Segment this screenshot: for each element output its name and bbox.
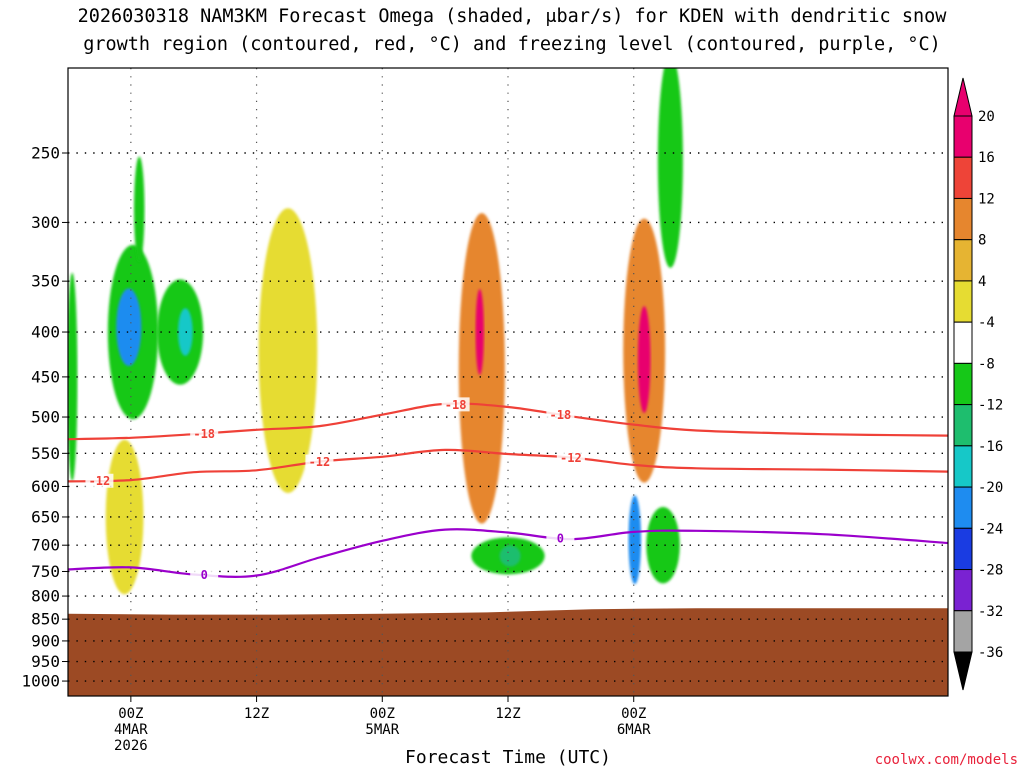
colorbar-box-11 bbox=[953, 569, 973, 612]
ytick-label-300: 300 bbox=[31, 213, 60, 232]
ytick-label-350: 350 bbox=[31, 272, 60, 291]
omega-region-blue-4mar-04z bbox=[178, 308, 193, 356]
x-axis-title: Forecast Time (UTC) bbox=[405, 747, 611, 768]
credit-text: coolwx.com/models bbox=[875, 752, 1018, 768]
contour-label-bg-minus-12-0 bbox=[85, 473, 114, 488]
ytick-label-950: 950 bbox=[31, 652, 60, 671]
contour-label-bg-minus-18-2 bbox=[546, 407, 575, 422]
colorbar-label-2: 12 bbox=[978, 191, 995, 207]
y-axis-pressure: 250 300 350 400 450 500 550 600 650 700 750 800 850 9… bbox=[21, 143, 68, 691]
colorbar-box-1 bbox=[953, 156, 973, 199]
omega-region-yellow-4mar-23z bbox=[105, 439, 144, 595]
colorbar-box-8 bbox=[953, 445, 973, 488]
terrain-ground-fill bbox=[68, 608, 948, 696]
xtick-label-6-0: 00Z bbox=[118, 706, 143, 722]
omega-region-magenta-6mar-01z bbox=[637, 306, 651, 414]
ytick-label-450: 450 bbox=[31, 367, 60, 386]
omega-region-blue-6mar-00z-low bbox=[628, 495, 642, 585]
omega-region-green-4mar-00z-top bbox=[134, 156, 145, 263]
colorbar-under-arrow bbox=[953, 651, 973, 691]
contour-label-zero-deg-0: 0 bbox=[201, 568, 208, 582]
colorbar-label-11: -28 bbox=[978, 563, 1003, 579]
contour-label-bg-zero-deg-0 bbox=[190, 567, 219, 582]
colorbar-label-5: -4 bbox=[978, 315, 995, 331]
xtick-label-6-1: 4MAR bbox=[114, 722, 148, 738]
chart-title-line-1: 2026030318 NAM3KM Forecast Omega (shaded… bbox=[78, 6, 948, 27]
colorbar-box-9 bbox=[953, 486, 973, 529]
colorbar-box-4 bbox=[953, 280, 973, 323]
omega-region-teal-5mar-12z bbox=[499, 545, 521, 567]
omega-shading-layer bbox=[68, 68, 683, 595]
contour-label-minus-12-0: -12 bbox=[89, 474, 111, 488]
colorbar: 20 16 12 8 4 -4 -8 -12 -16 -20 -24 -28 -32 -36 bbox=[953, 77, 1003, 691]
omega-region-green-left-edge bbox=[68, 272, 78, 481]
ytick-label-600: 600 bbox=[31, 477, 60, 496]
contour-label-minus-18-2: -18 bbox=[550, 408, 572, 422]
contour-label-minus-12-2: -12 bbox=[560, 451, 582, 465]
colorbar-box-5 bbox=[953, 321, 973, 364]
xtick-label-54-1: 6MAR bbox=[617, 722, 651, 738]
contour-label-bg-minus-18-1 bbox=[441, 397, 470, 412]
chart-title-line-2: growth region (contoured, red, °C) and f… bbox=[83, 34, 941, 55]
colorbar-box-0 bbox=[953, 115, 973, 158]
plot-area-background bbox=[68, 68, 948, 696]
ytick-label-850: 850 bbox=[31, 610, 60, 629]
colorbar-box-2 bbox=[953, 197, 973, 241]
colorbar-over-arrow bbox=[953, 77, 973, 117]
colorbar-label-3: 8 bbox=[978, 233, 986, 249]
omega-region-yellow-4mar-14z bbox=[258, 208, 318, 493]
contour-label-minus-18-1: -18 bbox=[445, 398, 467, 412]
colorbar-box-last bbox=[953, 610, 973, 653]
terrain-layer bbox=[68, 608, 948, 696]
colorbar-label-9: -20 bbox=[978, 480, 1003, 496]
colorbar-label-6: -8 bbox=[978, 356, 995, 372]
ytick-label-250: 250 bbox=[31, 143, 60, 162]
contour-line-minus-12 bbox=[68, 448, 948, 483]
colorbar-label-0: 20 bbox=[978, 109, 995, 125]
colorbar-label-4: 4 bbox=[978, 274, 986, 290]
ytick-label-1000: 1000 bbox=[21, 672, 60, 691]
contour-label-bg-minus-12-1 bbox=[305, 454, 334, 469]
xtick-label-30-1: 5MAR bbox=[365, 722, 399, 738]
colorbar-label-12: -32 bbox=[978, 604, 1003, 620]
xtick-label-18-0: 12Z bbox=[244, 706, 269, 722]
ytick-label-650: 650 bbox=[31, 507, 60, 526]
omega-region-blue-4mar-00z bbox=[116, 288, 142, 366]
colorbar-label-8: -16 bbox=[978, 439, 1003, 455]
xtick-label-54-0: 00Z bbox=[621, 706, 646, 722]
xtick-label-42-0: 12Z bbox=[495, 706, 520, 722]
colorbar-box-10 bbox=[953, 527, 973, 571]
contour-label-minus-18-0: -18 bbox=[193, 427, 215, 441]
contour-label-zero-deg-1: 0 bbox=[557, 532, 564, 546]
colorbar-box-6 bbox=[953, 362, 973, 406]
contour-layer: -18 -18 -18 -12 -12 -12 0 0 bbox=[68, 397, 948, 582]
contour-label-bg-minus-12-2 bbox=[556, 450, 585, 465]
contour-label-bg-minus-18-0 bbox=[190, 426, 219, 441]
colorbar-label-1: 16 bbox=[978, 150, 995, 166]
ytick-label-550: 550 bbox=[31, 444, 60, 463]
colorbar-label-7: -12 bbox=[978, 398, 1003, 414]
colorbar-box-7 bbox=[953, 404, 973, 447]
contour-label-minus-12-1: -12 bbox=[309, 455, 331, 469]
colorbar-label-13: -36 bbox=[978, 645, 1003, 661]
ytick-label-750: 750 bbox=[31, 562, 60, 581]
ytick-label-400: 400 bbox=[31, 323, 60, 342]
omega-region-green-6mar-top bbox=[657, 68, 683, 268]
ytick-label-500: 500 bbox=[31, 408, 60, 427]
contour-label-bg-zero-deg-1 bbox=[546, 531, 575, 546]
ytick-label-900: 900 bbox=[31, 631, 60, 650]
colorbar-box-3 bbox=[953, 239, 973, 282]
ytick-label-700: 700 bbox=[31, 536, 60, 555]
xtick-label-6-2: 2026 bbox=[114, 738, 148, 754]
xtick-label-30-0: 00Z bbox=[370, 706, 395, 722]
ytick-label-800: 800 bbox=[31, 587, 60, 606]
colorbar-label-10: -24 bbox=[978, 521, 1003, 537]
omega-region-green-6mar-03z-low bbox=[646, 506, 680, 584]
